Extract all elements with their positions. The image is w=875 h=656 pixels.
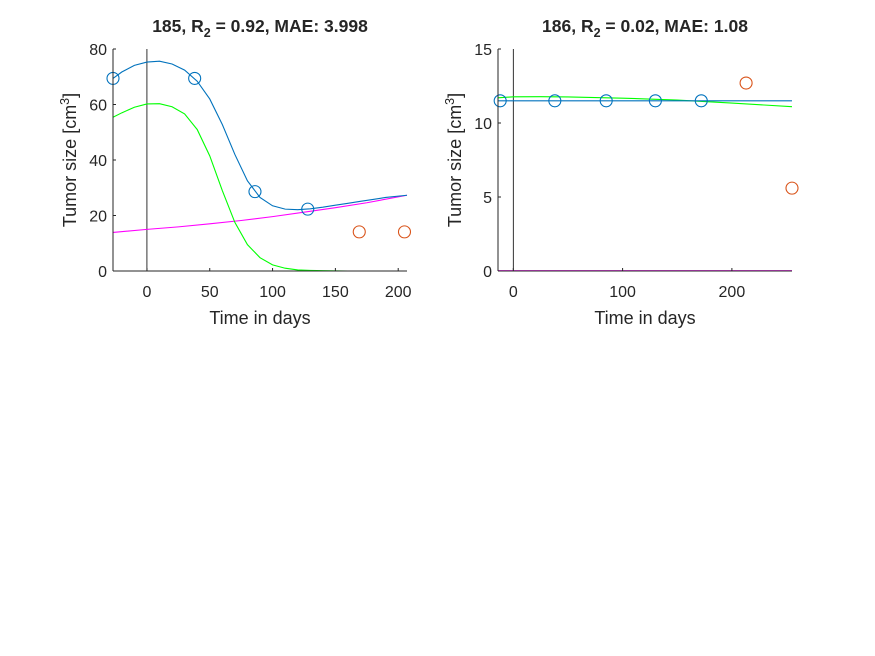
train-point-marker	[648, 94, 662, 108]
train-point-marker	[694, 94, 708, 108]
y-tick-label: 80	[89, 42, 107, 59]
x-axis-label: Time in days	[594, 308, 695, 328]
train-point-marker	[188, 71, 202, 85]
x-tick-label: 100	[259, 284, 286, 301]
chart-panel-2: 0 100 200 0 5 10 15 186, R2 = 0.02, MAE: 1.08 Ti…	[443, 16, 799, 328]
chart-title: 186, R2 = 0.02, MAE: 1.08	[542, 16, 748, 40]
y-tick-label: 20	[89, 209, 107, 226]
y-tick-label: 10	[474, 116, 492, 133]
test-point-marker	[785, 181, 799, 195]
x-tick-label: 200	[719, 284, 746, 301]
x-axis-label: Time in days	[209, 308, 310, 328]
y-tick-label: 60	[89, 98, 107, 115]
train-point-marker	[248, 185, 262, 199]
y-tick-label: 5	[483, 190, 492, 207]
x-tick-label: 0	[142, 284, 151, 301]
y-tick-label: 0	[98, 264, 107, 281]
green-curve	[112, 103, 407, 272]
x-tick-label: 100	[609, 284, 636, 301]
test-point-marker	[352, 225, 366, 239]
chart-title: 185, R2 = 0.92, MAE: 3.998	[152, 16, 368, 40]
y-axis-label: Tumor size [cm3]	[443, 93, 465, 227]
y-tick-label: 0	[483, 264, 492, 281]
fit-curve	[112, 60, 408, 211]
test-point-marker	[397, 225, 412, 239]
test-point-marker	[739, 76, 753, 90]
y-tick-label: 15	[474, 42, 492, 59]
x-tick-label: 50	[201, 284, 219, 301]
chart-panel-1: 0 50 100 150 200 0 20 40 60 80 185, R2 = 0.92, MAE…	[58, 16, 412, 328]
train-point-marker	[599, 94, 613, 108]
x-tick-label: 150	[322, 284, 349, 301]
train-point-marker	[301, 202, 315, 216]
train-point-marker	[548, 94, 562, 108]
y-tick-label: 40	[89, 153, 107, 170]
train-point-marker	[493, 94, 507, 108]
magenta-curve	[112, 194, 408, 233]
x-tick-label: 0	[509, 284, 518, 301]
green-curve	[497, 96, 793, 108]
y-axis-label: Tumor size [cm3]	[58, 93, 80, 227]
x-tick-label: 200	[385, 284, 412, 301]
